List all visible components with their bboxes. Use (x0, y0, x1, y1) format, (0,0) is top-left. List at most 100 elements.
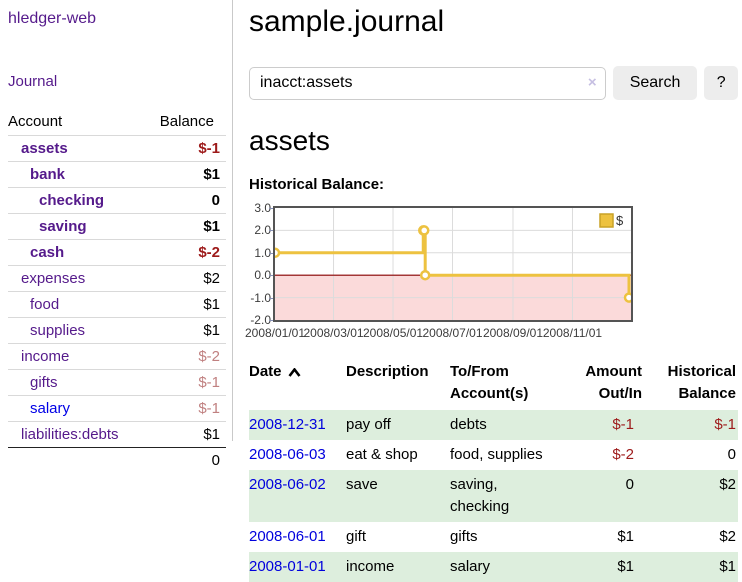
chart-legend: $ (599, 213, 624, 228)
sidebar-account-row: salary $-1 (8, 395, 226, 421)
transaction-date-link[interactable]: 2008-01-01 (249, 558, 326, 575)
register-column-header-to-from-account-s-: To/From Account(s) (450, 363, 529, 402)
sidebar: hledger-web Journal Account Balance asse… (0, 0, 233, 469)
transaction-accounts: salary (450, 558, 491, 575)
transaction-accounts: gifts (450, 528, 478, 545)
chart-title: Historical Balance: (249, 176, 385, 193)
sidebar-account-row: income $-2 (8, 343, 226, 369)
register-column-header-date[interactable]: Date (249, 357, 346, 410)
chart-axis-tick (269, 320, 273, 321)
app-brand-link[interactable]: hledger-web (8, 10, 97, 27)
register-row: 2008-06-03 eat & shop food, supplies $-2 0 (249, 440, 738, 470)
sidebar-account-link-cash[interactable]: cash (30, 244, 65, 261)
transaction-accounts: saving, checking (450, 476, 510, 515)
historical-balance-chart: $3.0 2.0 1.0 0.0 -1.0 -2.0 2008/01/01 2008/03/0… (245, 201, 738, 342)
transaction-balance: $2 (719, 528, 736, 545)
chart-x-tick-label: 2008/09/01 (482, 326, 543, 340)
sidebar-account-balance: $-2 (198, 348, 220, 365)
transaction-description: save (346, 476, 378, 493)
chart-x-tick-label: 2008/05/01 (362, 326, 424, 340)
sidebar-account-link-food[interactable]: food (30, 296, 60, 313)
accounts-table: Account Balance assets $-1 bank $1 checking 0… (8, 109, 226, 473)
sidebar-account-link-liabilities-debts[interactable]: liabilities:debts (21, 426, 119, 443)
chart-x-tick-label: 2008/01/01 (244, 326, 306, 340)
transaction-description: eat & shop (346, 446, 418, 463)
sidebar-account-link-saving[interactable]: saving (39, 218, 87, 235)
sidebar-account-balance: 0 (211, 192, 220, 209)
transaction-balance: $1 (719, 558, 736, 575)
register-row: 2008-12-31 pay off debts $-1 $-1 (249, 410, 738, 440)
sidebar-account-balance: $-1 (198, 374, 220, 391)
help-button[interactable]: ? (704, 66, 738, 100)
sidebar-account-balance: $1 (203, 166, 220, 183)
search-input[interactable] (249, 66, 606, 100)
transaction-description: gift (346, 528, 367, 545)
clear-search-icon[interactable]: × (587, 74, 597, 92)
chart-axis-tick (269, 208, 273, 209)
chart-x-tick-label: 2008/11/01 (542, 326, 603, 340)
register-row: 2008-06-02 save saving, checking 0 $2 (249, 470, 738, 522)
register-column-header-historical-balance: Historical Balance (667, 363, 736, 402)
sort-ascending-icon (287, 367, 301, 377)
page-title: sample.journal (249, 5, 445, 38)
chart-y-tick-label: 0.0 (254, 268, 271, 283)
sidebar-account-link-salary[interactable]: salary (30, 400, 71, 417)
sidebar-account-row: expenses $2 (8, 265, 226, 291)
sidebar-account-link-supplies[interactable]: supplies (30, 322, 86, 339)
chart-y-tick-label: 3.0 (254, 201, 271, 215)
register-table: Date Description To/From Account(s) Amount … (249, 357, 738, 582)
transaction-balance: 0 (727, 446, 736, 463)
sidebar-account-balance: $1 (203, 426, 220, 443)
sidebar-account-link-assets[interactable]: assets (21, 140, 68, 157)
register-row: 2008-01-01 income salary $1 $1 (249, 552, 738, 582)
transaction-date-link[interactable]: 2008-12-31 (249, 416, 326, 433)
sidebar-account-row: food $1 (8, 291, 226, 317)
accounts-total-row: 0 (8, 447, 226, 473)
transaction-amount: $1 (617, 558, 634, 575)
sidebar-account-row: saving $1 (8, 213, 226, 239)
sidebar-account-row: supplies $1 (8, 317, 226, 343)
transaction-balance: $-1 (714, 416, 736, 433)
transaction-date-link[interactable]: 2008-06-02 (249, 476, 326, 493)
chart-y-tick-label: -1.0 (250, 290, 271, 305)
sidebar-account-link-income[interactable]: income (21, 348, 70, 365)
sidebar-account-balance: $-1 (198, 400, 220, 417)
transaction-accounts: food, supplies (450, 446, 543, 463)
sidebar-account-link-gifts[interactable]: gifts (30, 374, 58, 391)
chart-x-tick-label: 2008/07/01 (422, 326, 483, 340)
sidebar-account-link-checking[interactable]: checking (39, 192, 105, 209)
sidebar-account-balance: $-2 (198, 244, 220, 261)
account-column-header: Account (8, 113, 63, 130)
sidebar-account-row: assets $-1 (8, 135, 226, 161)
chart-y-tick-label: 2.0 (254, 223, 271, 238)
transaction-accounts: debts (450, 416, 487, 433)
chart-axis-tick (269, 275, 273, 277)
chart-axis-tick (269, 252, 273, 254)
transaction-amount: $-2 (612, 446, 634, 463)
sidebar-account-link-expenses[interactable]: expenses (21, 270, 86, 287)
register-column-header-description: Description (346, 363, 429, 380)
search-bar: × Search ? (249, 66, 738, 100)
chart-x-tick-label: 2008/03/01 (303, 326, 364, 340)
nav-journal-link[interactable]: Journal (8, 73, 58, 90)
sidebar-account-row: checking 0 (8, 187, 226, 213)
transaction-date-link[interactable]: 2008-06-03 (249, 446, 326, 463)
chart-axis-tick (269, 230, 273, 232)
sidebar-account-row: bank $1 (8, 161, 226, 187)
sidebar-account-balance: $1 (203, 296, 220, 313)
chart-plot-area: $ (269, 206, 635, 322)
chart-axis-tick (269, 297, 273, 299)
svg-text:$: $ (616, 213, 624, 228)
accounts-total-value: 0 (211, 452, 220, 469)
sidebar-account-row: cash $-2 (8, 239, 226, 265)
transaction-balance: $2 (719, 476, 736, 493)
transaction-amount: 0 (625, 476, 634, 493)
transaction-amount: $-1 (612, 416, 634, 433)
transaction-description: pay off (346, 416, 391, 433)
sidebar-account-link-bank[interactable]: bank (30, 166, 66, 183)
search-button[interactable]: Search (612, 66, 698, 100)
accounts-table-header: Account Balance (8, 109, 226, 135)
balance-column-header: Balance (159, 113, 214, 130)
chart-y-tick-label: 1.0 (254, 245, 271, 260)
transaction-date-link[interactable]: 2008-06-01 (249, 528, 326, 545)
